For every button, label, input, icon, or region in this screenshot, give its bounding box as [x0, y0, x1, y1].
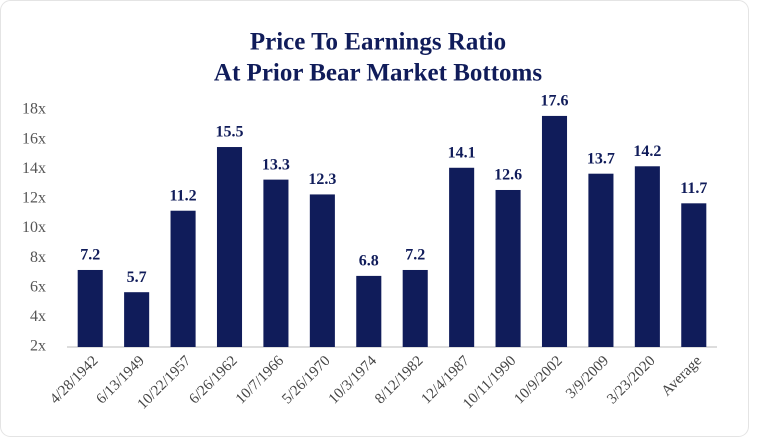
- y-tick-label: 8x: [30, 249, 46, 266]
- y-tick-label: 6x: [30, 278, 46, 295]
- bar: [495, 189, 521, 347]
- y-tick-label: 2x: [30, 338, 46, 355]
- value-label: 7.2: [80, 247, 100, 264]
- y-tick-label: 14x: [22, 160, 46, 177]
- bar: [449, 167, 475, 347]
- y-tick-label: 10x: [22, 219, 46, 236]
- bar: [356, 275, 382, 347]
- bar: [681, 203, 707, 347]
- bar: [402, 269, 428, 347]
- bar: [263, 179, 289, 347]
- value-label: 11.2: [170, 187, 197, 204]
- value-label: 13.3: [262, 156, 290, 173]
- value-label: 12.6: [494, 167, 522, 184]
- bar: [634, 166, 660, 347]
- chart-title: At Prior Bear Market Bottoms: [214, 60, 542, 87]
- y-tick-label: 16x: [22, 130, 46, 147]
- value-label: 15.5: [216, 124, 244, 141]
- bar: [541, 115, 568, 347]
- value-label: 12.3: [308, 171, 336, 188]
- chart-title: Price To Earnings Ratio: [250, 29, 506, 56]
- bar: [588, 173, 614, 347]
- y-tick-label: 18x: [22, 101, 46, 118]
- y-tick-label: 12x: [22, 190, 46, 207]
- value-label: 7.2: [405, 247, 425, 264]
- value-label: 11.7: [680, 180, 707, 197]
- value-label: 17.6: [541, 93, 569, 110]
- bar: [170, 210, 196, 347]
- value-label: 13.7: [587, 150, 615, 167]
- bar: [124, 292, 150, 347]
- bar: [216, 147, 243, 347]
- value-label: 5.7: [127, 269, 147, 286]
- bar: [77, 269, 103, 347]
- value-label: 14.1: [448, 144, 476, 161]
- y-tick-label: 4x: [30, 308, 46, 325]
- bar: [309, 194, 335, 347]
- value-label: 6.8: [359, 253, 379, 270]
- value-label: 14.2: [633, 143, 661, 160]
